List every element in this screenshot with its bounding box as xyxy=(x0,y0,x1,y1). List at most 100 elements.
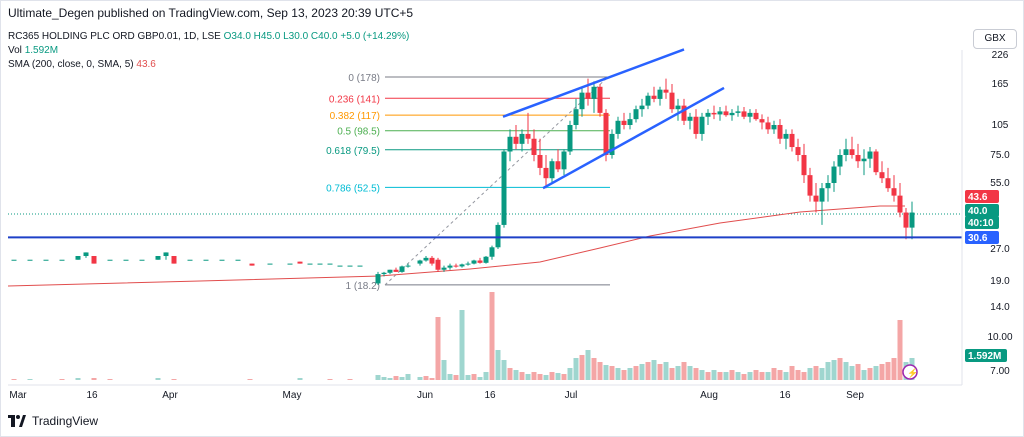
volume-bar xyxy=(489,292,495,380)
candle-body xyxy=(483,256,489,263)
volume-bar xyxy=(819,368,825,380)
candle-body xyxy=(543,167,549,179)
volume-bar xyxy=(519,372,525,380)
volume-label[interactable]: Vol xyxy=(8,45,22,56)
candle-body xyxy=(573,109,579,125)
candle-body xyxy=(597,86,603,113)
price-badge-label: 1.592M xyxy=(968,351,1001,362)
replay-icon-glyph: ⚡ xyxy=(907,367,918,379)
candle-body xyxy=(495,224,501,248)
volume-bar xyxy=(567,368,573,380)
candle-body xyxy=(735,111,741,113)
candle-body xyxy=(705,112,711,117)
candle-body xyxy=(43,259,49,261)
candle-body xyxy=(441,267,447,270)
candle-body xyxy=(465,263,471,265)
price-badge-label: 30.6 xyxy=(968,233,988,244)
volume-bar xyxy=(247,379,253,380)
symbol-title[interactable]: RC365 HOLDING PLC ORD GBP0.01, 1D, LSE xyxy=(8,31,221,42)
candle-body xyxy=(771,125,777,130)
candle-body xyxy=(609,133,615,155)
volume-bar xyxy=(741,374,747,380)
candle-body xyxy=(897,195,903,213)
volume-bar xyxy=(639,364,645,380)
candle-body xyxy=(423,257,429,261)
price-axis-tick: 7.00 xyxy=(990,366,1010,377)
chart-legend: RC365 HOLDING PLC ORD GBP0.01, 1D, LSE O… xyxy=(8,30,409,72)
candle-body xyxy=(657,89,663,99)
volume-bar xyxy=(759,372,765,380)
candle-body xyxy=(459,264,465,267)
candle-body xyxy=(801,155,807,176)
fib-level-label: 1 (18.2) xyxy=(346,281,380,292)
price-axis-tick: 14.0 xyxy=(990,302,1010,313)
candle-body xyxy=(235,259,241,261)
candle-body xyxy=(327,263,333,265)
candle-body xyxy=(11,259,17,261)
candle-body xyxy=(429,257,435,264)
volume-bar xyxy=(633,366,639,380)
volume-bar xyxy=(483,372,489,380)
volume-bar xyxy=(423,376,429,380)
candle-body xyxy=(549,161,555,179)
candle-body xyxy=(663,89,669,93)
volume-bar xyxy=(669,368,675,380)
candle-body xyxy=(903,212,909,228)
candle-body xyxy=(417,260,423,264)
volume-bar xyxy=(879,364,885,380)
candle-body xyxy=(507,136,513,152)
candle-body xyxy=(203,259,209,261)
price-badge xyxy=(965,204,999,217)
candle-body xyxy=(717,111,723,115)
volume-bar xyxy=(537,374,543,380)
volume-bar xyxy=(711,370,717,380)
volume-bar xyxy=(753,370,759,380)
candle-body xyxy=(187,259,193,261)
candle-body xyxy=(297,261,303,264)
candle-body xyxy=(123,259,129,261)
volume-bar xyxy=(723,372,729,380)
candle-body xyxy=(645,95,651,106)
time-axis-tick: Apr xyxy=(162,390,178,401)
volume-bar xyxy=(765,372,771,380)
tradingview-logo[interactable]: TradingView xyxy=(8,414,98,428)
time-axis-tick: Jul xyxy=(565,390,578,401)
candle-body xyxy=(107,259,113,261)
candle-body xyxy=(693,116,699,134)
candle-body xyxy=(891,188,897,196)
candle-body xyxy=(75,256,81,260)
candle-body xyxy=(579,92,585,110)
volume-bar xyxy=(807,368,813,380)
price-axis-tick: 105 xyxy=(992,120,1009,131)
candle-body xyxy=(525,133,531,139)
volume-bar xyxy=(561,374,567,380)
volume-bar xyxy=(471,374,477,380)
currency-button[interactable]: GBX xyxy=(973,29,1017,49)
volume-bar xyxy=(747,372,753,380)
volume-bar xyxy=(651,360,657,380)
fib-level-label: 0.236 (141) xyxy=(329,94,380,105)
candle-body xyxy=(759,119,765,123)
volume-bar xyxy=(27,379,33,380)
candle-body xyxy=(317,263,323,265)
candle-body xyxy=(519,133,525,144)
sma-label[interactable]: SMA (200, close, 0, SMA, 5) xyxy=(8,59,134,70)
volume-bar xyxy=(495,350,501,380)
volume-bar xyxy=(687,366,693,380)
candle-body xyxy=(393,269,399,272)
volume-bar xyxy=(801,372,807,380)
candle-body xyxy=(501,151,507,225)
sma-200-line xyxy=(7,205,905,287)
candle-body xyxy=(155,256,161,260)
volume-bar xyxy=(579,355,585,380)
time-axis-tick: 16 xyxy=(779,390,791,401)
candle-body xyxy=(219,259,225,261)
candle-body xyxy=(347,265,353,267)
time-axis-tick: 16 xyxy=(484,390,496,401)
volume-bar xyxy=(525,374,531,380)
volume-bar xyxy=(609,366,615,380)
publish-info: Ultimate_Degen published on TradingView.… xyxy=(8,6,414,20)
volume-bar xyxy=(555,373,561,380)
candle-body xyxy=(585,92,591,99)
